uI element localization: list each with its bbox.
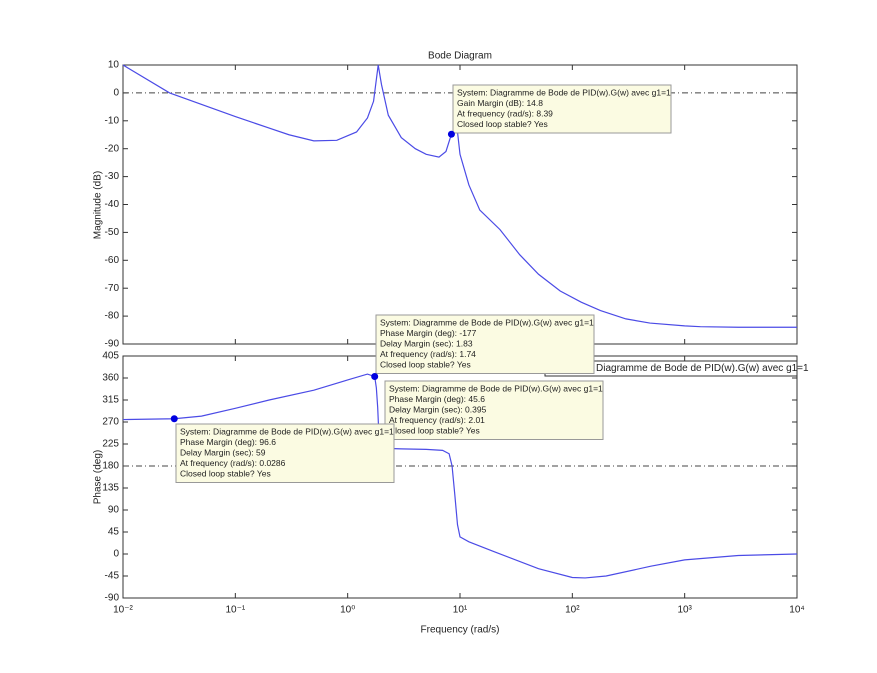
datatip-text: At frequency (rad/s): 2.01 <box>389 415 485 425</box>
y-tick-label: 270 <box>102 417 119 428</box>
datatip-text: Closed loop stable? Yes <box>180 468 271 478</box>
datatip-text: At frequency (rad/s): 1.74 <box>380 349 476 359</box>
y-tick-label: 315 <box>102 395 119 406</box>
datatip-text: At frequency (rad/s): 8.39 <box>457 108 553 118</box>
y-tick-label: 90 <box>108 505 120 516</box>
datatip-marker <box>371 373 379 381</box>
datatip-text: Gain Margin (dB): 14.8 <box>457 98 543 108</box>
x-tick-label: 10⁻¹ <box>225 605 245 616</box>
datatip-text: At frequency (rad/s): 0.0286 <box>180 458 286 468</box>
datatip-text: Phase Margin (deg): 45.6 <box>389 394 485 404</box>
datatip-box <box>175 423 395 483</box>
datatip: System: Diagramme de Bode de PID(w).G(w)… <box>452 84 672 134</box>
y-tick-label: -20 <box>105 143 120 154</box>
y-axis-label: Magnitude (dB) <box>93 171 104 239</box>
y-tick-label: 135 <box>102 483 119 494</box>
datatip-text: Delay Margin (sec): 1.83 <box>380 338 473 348</box>
x-tick-label: 10³ <box>677 605 692 616</box>
y-tick-label: -90 <box>105 339 120 350</box>
y-tick-label: -90 <box>105 593 120 604</box>
datatip-text: Closed loop stable? Yes <box>389 425 480 435</box>
datatip-marker <box>447 130 455 138</box>
datatip-box <box>452 84 672 134</box>
datatip: System: Diagramme de Bode de PID(w).G(w)… <box>384 380 604 440</box>
y-tick-label: 0 <box>113 88 119 99</box>
datatip-text: System: Diagramme de Bode de PID(w).G(w)… <box>380 317 594 327</box>
legend-label: Diagramme de Bode de PID(w).G(w) avec g1… <box>596 363 809 374</box>
y-tick-label: 225 <box>102 439 119 450</box>
x-tick-label: 10¹ <box>453 605 468 616</box>
datatip-box <box>375 314 595 374</box>
y-tick-label: 360 <box>102 373 119 384</box>
y-tick-label: -60 <box>105 255 120 266</box>
y-tick-label: 405 <box>102 351 119 362</box>
y-tick-label: -40 <box>105 199 120 210</box>
datatip-text: System: Diagramme de Bode de PID(w).G(w)… <box>180 426 394 436</box>
y-tick-label: 10 <box>108 60 120 71</box>
datatip-text: System: Diagramme de Bode de PID(w).G(w)… <box>457 87 671 97</box>
series-line <box>122 373 798 579</box>
y-tick-label: -10 <box>105 115 120 126</box>
y-tick-label: -30 <box>105 171 120 182</box>
datatip-marker <box>170 415 178 423</box>
chart-title: Bode Diagram <box>428 51 492 62</box>
y-tick-label: -70 <box>105 283 120 294</box>
datatip-text: Closed loop stable? Yes <box>380 359 471 369</box>
y-tick-label: -80 <box>105 311 120 322</box>
y-tick-label: 0 <box>113 549 119 560</box>
y-tick-label: 45 <box>108 527 120 538</box>
y-tick-label: -50 <box>105 227 120 238</box>
x-tick-label: 10⁻² <box>113 605 133 616</box>
datatip-text: Phase Margin (deg): -177 <box>380 328 477 338</box>
x-axis-label: Frequency (rad/s) <box>421 625 500 636</box>
datatip-text: Closed loop stable? Yes <box>457 119 548 129</box>
y-tick-label: 180 <box>102 461 119 472</box>
x-tick-label: 10⁴ <box>789 605 804 616</box>
datatip: System: Diagramme de Bode de PID(w).G(w)… <box>375 314 595 374</box>
y-axis-label: Phase (deg) <box>93 450 104 504</box>
datatip-text: Delay Margin (sec): 59 <box>180 447 266 457</box>
datatip-text: System: Diagramme de Bode de PID(w).G(w)… <box>389 383 603 393</box>
datatip-text: Phase Margin (deg): 96.6 <box>180 437 276 447</box>
datatip-box <box>384 380 604 440</box>
y-tick-label: -45 <box>105 571 120 582</box>
datatip: System: Diagramme de Bode de PID(w).G(w)… <box>175 423 395 483</box>
x-tick-label: 10⁰ <box>340 605 355 616</box>
x-tick-label: 10² <box>565 605 580 616</box>
datatip-text: Delay Margin (sec): 0.395 <box>389 404 487 414</box>
